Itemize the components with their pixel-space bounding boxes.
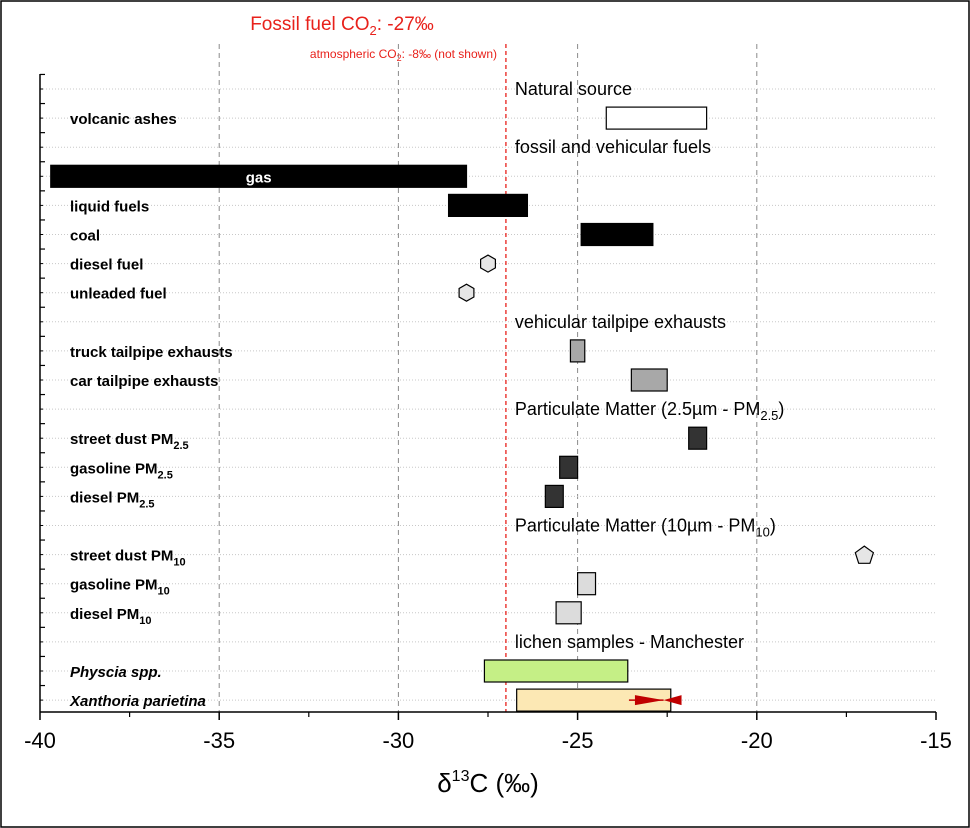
x-axis-title-suffix: C (‰) [469,768,538,798]
x-axis-title-sup: 13 [452,768,470,785]
group-title-text: Particulate Matter (2.5µm - PM [515,399,760,419]
bar-car-tailpipe-exhausts [630,368,668,392]
row-label-text: volcanic ashes [70,111,177,128]
row-label-text: truck tailpipe exhausts [70,344,233,361]
row-label-liquid-fuels: liquid fuels [70,198,149,215]
row-label-text: liquid fuels [70,198,149,215]
row-label-sub: 2.5 [173,440,188,452]
row-label-sub: 2.5 [139,498,154,510]
reference-line-title: Fossil fuel CO2: -27‰ [250,14,434,38]
row-label-gasoline-pm2-5: gasoline PM2.5 [70,460,173,481]
bar-diesel-pm [555,601,582,625]
row-label-physcia-spp: Physcia spp. [70,664,162,681]
rows: Natural source volcanic ashes fossil and v… [50,79,875,712]
group-title-text: Natural source [515,79,632,99]
row-label-sub: 10 [158,586,170,598]
reference-title-sub: 2 [370,23,377,38]
group-title-natural-source: Natural source [515,79,632,99]
x-tick-label: -40 [24,728,56,753]
x-axis-title-prefix: δ [437,768,451,798]
group-title-lichen-samples-manchester: lichen samples - Manchester [515,632,744,652]
row-label-text: coal [70,228,100,245]
bar-gasoline-pm [576,572,597,596]
reference-line-group: Fossil fuel CO2: -27‰atmospheric CO2: -8… [250,14,507,712]
group-title-particulate-matter-10-m-pm: Particulate Matter (10µm - PM10) [515,516,776,540]
row-label-text: diesel PM [70,606,139,623]
group-title-tail: ) [778,399,784,419]
bar-gasoline-pm [559,455,579,479]
row-label-text: Physcia spp. [70,664,162,681]
row-label-text: gasoline PM [70,460,158,477]
group-title-text: lichen samples - Manchester [515,632,744,652]
row-label-xanthoria-parietina: Xanthoria parietina [69,693,206,710]
row-label-text: diesel PM [70,489,139,506]
reference-title-main: Fossil fuel CO [250,14,369,35]
bar-coal [580,222,654,247]
bar-liquid-fuels [447,193,529,217]
row-label-volcanic-ashes: volcanic ashes [70,111,177,128]
bar-truck-tailpipe-exhausts [569,339,586,363]
row-label-text: street dust PM [70,548,173,565]
row-label-diesel-pm2-5: diesel PM2.5 [70,489,155,510]
row-label-sub: 2.5 [158,469,173,481]
row-label-text: street dust PM [70,431,173,448]
x-tick-label: -30 [383,728,415,753]
group-title-text: Particulate Matter (10µm - PM [515,516,755,536]
x-tick-label: -35 [203,728,235,753]
group-title-sub: 10 [755,525,769,540]
row-label-diesel-pm10: diesel PM10 [70,606,151,627]
row-label-street-dust-pm10: street dust PM10 [70,548,186,569]
bar-street-dust-pm [688,426,708,450]
row-label-truck-tailpipe-exhausts: truck tailpipe exhausts [70,344,233,361]
row-label-text: gasoline PM [70,577,158,594]
axes: -40 -35 -30 -25 -20 -15 δ13C (‰) [24,73,952,798]
x-axis-title: δ13C (‰) [437,768,539,798]
arrow-left-pointing [663,695,682,706]
x-tick-label: -25 [562,728,594,753]
row-label-car-tailpipe-exhausts: car tailpipe exhausts [70,373,218,390]
x-tick-label: -20 [741,728,773,753]
row-label-gasoline-pm10: gasoline PM10 [70,577,170,598]
bar-physcia-spp [483,659,629,683]
group-title-particulate-matter-2-5-m-pm: Particulate Matter (2.5µm - PM2.5) [515,399,785,423]
marker-hexagon-unleaded-fuel [458,283,475,302]
bar-inner-label: gas [246,169,272,186]
group-title-sub: 2.5 [760,408,778,423]
group-title-vehicular-tailpipe-exhausts: vehicular tailpipe exhausts [515,312,726,332]
row-label-text: Xanthoria parietina [69,693,206,710]
group-title-text: fossil and vehicular fuels [515,137,711,157]
marker-pentagon-street-dust-pm10 [854,545,875,564]
row-label-diesel-fuel: diesel fuel [70,257,143,274]
row-label-coal: coal [70,228,100,245]
row-label-street-dust-pm2-5: street dust PM2.5 [70,431,189,452]
bar-volcanic-ashes [605,106,708,130]
reference-subtitle-main: atmospheric CO [310,47,397,61]
reference-line-subtitle: atmospheric CO2: -8‰ (not shown) [310,47,497,63]
reference-title-tail: : -27‰ [377,14,434,35]
row-label-sub: 10 [139,615,151,627]
row-label-unleaded-fuel: unleaded fuel [70,286,167,303]
row-label-text: car tailpipe exhausts [70,373,218,390]
row-label-text: unleaded fuel [70,286,167,303]
bar-gas [50,164,468,188]
row-label-text: diesel fuel [70,257,143,274]
reference-subtitle-tail: : -8‰ (not shown) [402,47,497,61]
bar-diesel-pm [544,484,564,508]
marker-hexagon-diesel-fuel [480,254,496,273]
row-label-sub: 10 [173,557,185,569]
group-title-tail: ) [770,516,776,536]
group-title-text: vehicular tailpipe exhausts [515,312,726,332]
x-tick-label: -15 [920,728,952,753]
reference-subtitle-sub: 2 [397,53,402,63]
group-title-fossil-and-vehicular-fuels: fossil and vehicular fuels [515,137,711,157]
